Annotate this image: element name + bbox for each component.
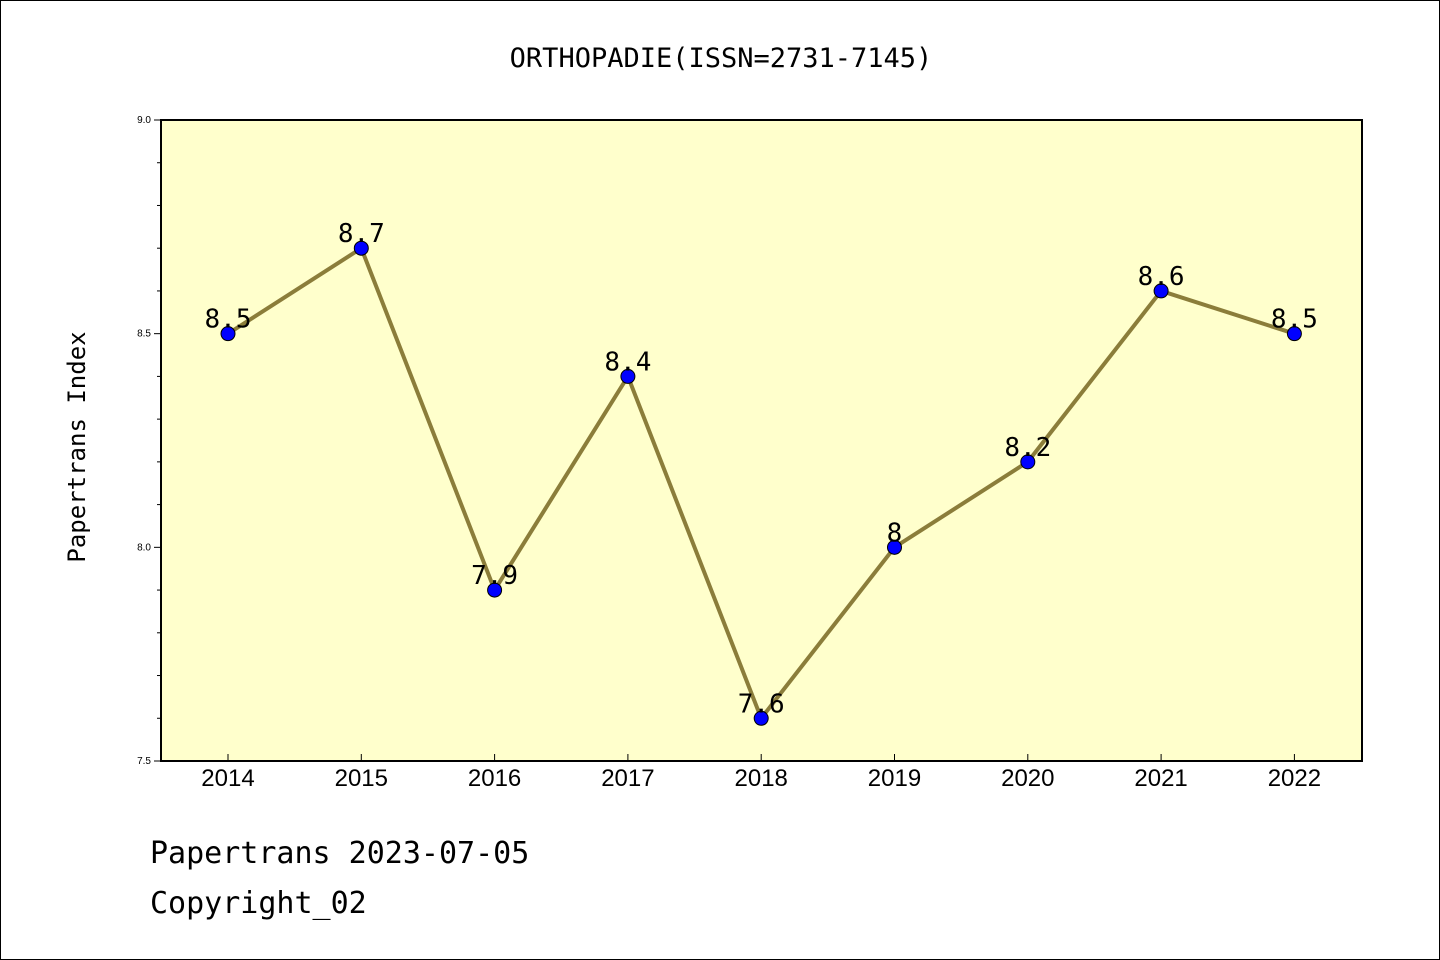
data-label: 8.7	[338, 219, 385, 249]
chart-title: ORTHOPADIE(ISSN=2731-7145)	[510, 43, 933, 74]
data-label: 8.6	[1138, 262, 1185, 292]
data-label: 8.5	[1271, 305, 1318, 335]
y-tick-label: 8.0	[137, 542, 151, 553]
x-axis: 2014 2015 2016 2017 2018 2019 2020 2021 2022	[201, 754, 1321, 792]
data-label: 7.6	[738, 689, 785, 719]
data-point	[753, 710, 769, 726]
series-layer: 8.5 8.7 7.9 8.4 7.6 8 8.2 8.6 8.5	[205, 219, 1318, 726]
data-point	[487, 582, 503, 598]
x-tick-label: 2016	[468, 765, 521, 792]
footer-date: Papertrans 2023-07-05	[150, 836, 530, 871]
y-tick-label: 9.0	[137, 115, 151, 126]
data-point	[620, 368, 636, 384]
x-tick-label: 2022	[1268, 765, 1321, 792]
x-tick-label: 2015	[335, 765, 388, 792]
data-point	[1020, 454, 1036, 470]
data-label: 8.4	[604, 347, 651, 377]
data-label: 8	[887, 518, 903, 548]
x-tick-label: 2017	[601, 765, 654, 792]
data-label: 8.2	[1004, 433, 1051, 463]
data-point	[353, 240, 369, 256]
y-axis: 7.5 8.0 8.5 9.0	[137, 115, 161, 767]
data-label: 8.5	[205, 305, 252, 335]
data-label: 7.9	[471, 561, 518, 591]
data-point	[220, 326, 236, 342]
x-tick-label: 2019	[868, 765, 921, 792]
data-point	[1153, 283, 1169, 299]
x-tick-label: 2018	[735, 765, 788, 792]
y-axis-label: Papertrans Index	[63, 331, 91, 562]
data-point	[887, 539, 902, 555]
x-tick-label: 2014	[201, 765, 254, 792]
plot-area	[160, 119, 1363, 762]
data-point	[1286, 326, 1302, 342]
y-tick-label: 8.5	[137, 329, 151, 340]
x-tick-label: 2021	[1134, 765, 1187, 792]
x-tick-label: 2020	[1001, 765, 1054, 792]
y-tick-label: 7.5	[137, 756, 151, 767]
footer-copyright: Copyright_02	[150, 886, 367, 921]
